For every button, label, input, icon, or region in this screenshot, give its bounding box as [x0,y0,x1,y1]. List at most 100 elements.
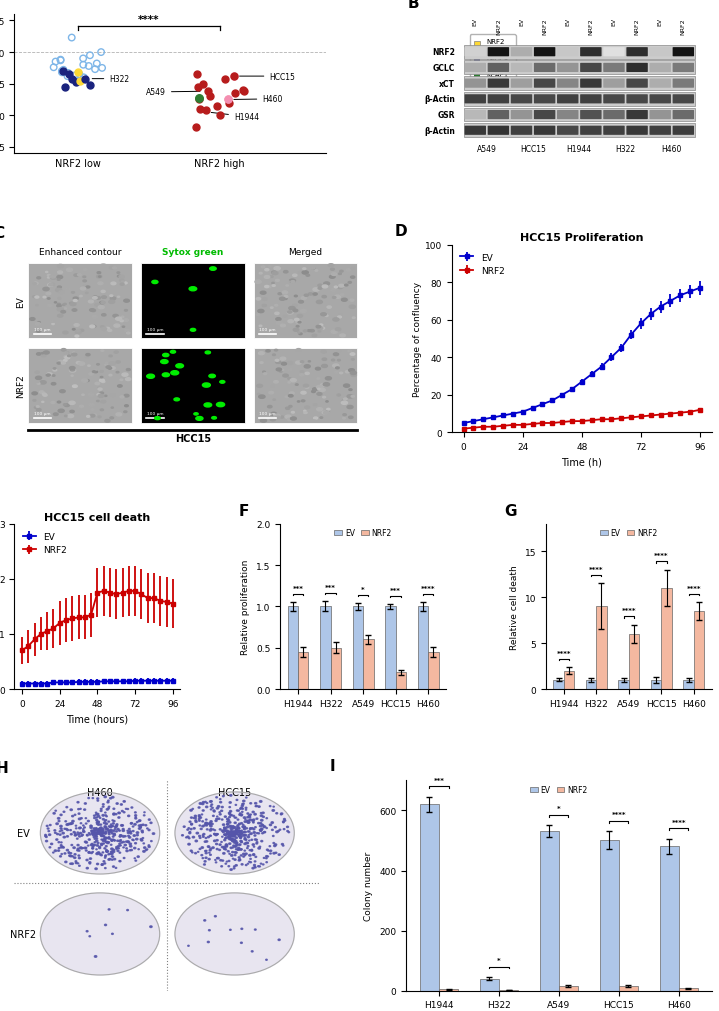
Circle shape [92,848,93,849]
Circle shape [95,304,100,306]
Circle shape [198,807,200,809]
Circle shape [270,850,272,851]
Circle shape [321,384,326,387]
Circle shape [283,271,288,274]
Circle shape [192,836,195,838]
Circle shape [206,803,208,804]
Circle shape [199,803,201,805]
Circle shape [93,833,94,834]
Circle shape [52,278,55,280]
Circle shape [262,298,267,301]
Circle shape [135,860,137,861]
Circle shape [239,831,241,832]
Circle shape [109,858,111,860]
Circle shape [109,267,114,270]
Circle shape [91,370,94,371]
Circle shape [140,827,142,828]
Circle shape [246,842,248,844]
Circle shape [103,839,105,840]
Circle shape [120,396,124,398]
Circle shape [111,833,113,834]
Circle shape [64,853,66,854]
Circle shape [195,840,198,842]
Circle shape [127,830,129,831]
Circle shape [305,373,309,375]
Circle shape [150,926,152,927]
Circle shape [236,833,237,834]
Circle shape [264,832,265,833]
Circle shape [242,835,245,836]
Circle shape [241,842,242,843]
Circle shape [251,839,252,840]
Circle shape [86,357,88,358]
Circle shape [53,368,56,370]
Circle shape [90,309,94,312]
Circle shape [228,836,230,837]
FancyBboxPatch shape [626,95,648,104]
Circle shape [97,842,99,844]
Circle shape [352,317,355,319]
Circle shape [244,821,247,823]
Circle shape [108,909,110,910]
Circle shape [88,393,93,396]
Circle shape [101,835,102,836]
Circle shape [57,363,61,365]
Circle shape [288,419,292,422]
Circle shape [110,297,116,300]
Circle shape [111,859,113,860]
Circle shape [71,844,73,846]
Circle shape [238,835,241,837]
Circle shape [228,835,230,836]
Text: 100 μm: 100 μm [147,412,163,417]
Circle shape [124,283,127,285]
Circle shape [90,826,92,827]
Circle shape [113,830,115,832]
Circle shape [233,816,234,817]
Circle shape [294,296,297,297]
Circle shape [230,869,232,870]
Circle shape [109,834,110,835]
Circle shape [247,848,248,849]
Circle shape [222,832,224,833]
Text: ****: **** [138,15,160,25]
Circle shape [233,832,234,833]
Circle shape [345,371,349,373]
Circle shape [102,819,104,820]
Circle shape [236,829,237,830]
Point [222,92,234,108]
Circle shape [210,854,211,855]
Circle shape [96,814,98,815]
Circle shape [138,820,140,822]
Text: Sytox green: Sytox green [162,248,224,257]
Circle shape [226,827,229,828]
Circle shape [262,812,264,814]
Circle shape [65,861,67,862]
Circle shape [42,355,46,358]
Circle shape [302,272,308,275]
Circle shape [285,416,291,419]
Circle shape [131,849,132,851]
Circle shape [86,835,88,836]
Circle shape [99,833,101,835]
Point [191,119,202,135]
Circle shape [122,811,123,812]
Circle shape [72,856,73,857]
Circle shape [57,276,63,279]
Circle shape [50,843,52,845]
Circle shape [101,836,102,837]
Circle shape [235,833,237,834]
Circle shape [191,817,193,819]
Circle shape [48,284,53,287]
Circle shape [129,843,132,845]
Circle shape [260,362,263,364]
Bar [395,673,406,690]
Circle shape [75,835,76,836]
Circle shape [321,328,324,330]
Circle shape [305,387,309,389]
Circle shape [260,823,262,824]
Circle shape [73,385,77,388]
Circle shape [112,823,114,824]
Circle shape [273,272,278,275]
Circle shape [199,848,201,849]
Circle shape [211,804,213,806]
